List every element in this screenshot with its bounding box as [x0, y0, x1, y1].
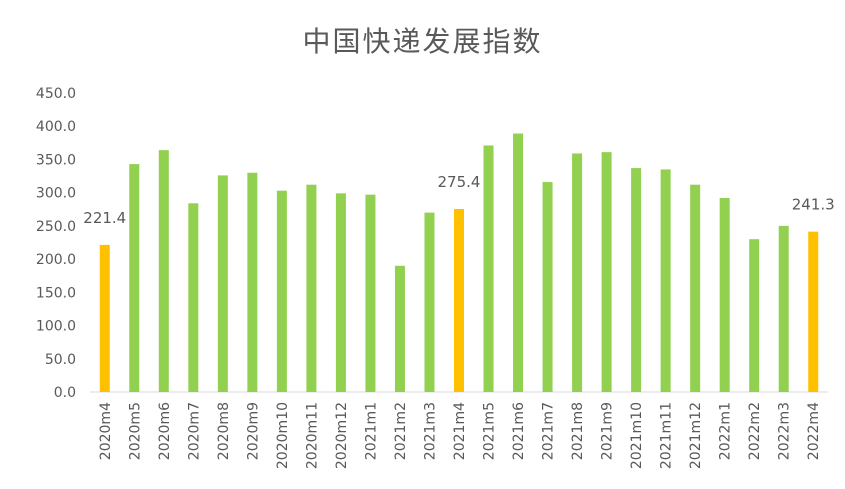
bar-2020m8 [217, 175, 228, 392]
data-label-2022m4: 241.3 [792, 196, 835, 214]
bar-2021m11 [660, 169, 671, 392]
bar-2021m5 [483, 145, 494, 392]
x-tick-label: 2021m8 [570, 402, 586, 460]
x-tick-label: 2021m10 [629, 402, 645, 469]
y-tick-label: 0.0 [54, 385, 76, 401]
bar-2021m7 [542, 182, 553, 392]
x-tick-label: 2020m11 [304, 402, 320, 469]
x-tick-label: 2021m11 [659, 402, 675, 469]
x-tick-label: 2021m4 [452, 402, 468, 460]
x-tick-label: 2020m5 [127, 402, 143, 460]
y-tick-label: 100.0 [36, 319, 76, 335]
x-tick-label: 2021m1 [363, 402, 379, 460]
x-tick-label: 2020m4 [98, 402, 114, 460]
bar-2020m10 [276, 190, 287, 392]
bar-2022m3 [778, 225, 789, 392]
bar-2020m6 [158, 150, 169, 392]
y-tick-label: 300.0 [36, 186, 76, 202]
x-tick-label: 2020m8 [216, 402, 232, 460]
bar-2021m3 [424, 212, 435, 392]
y-tick-label: 350.0 [36, 152, 76, 168]
bar-2021m4 [454, 209, 464, 392]
x-tick-label: 2022m4 [806, 402, 822, 460]
y-tick-label: 200.0 [36, 252, 76, 268]
x-tick-label: 2021m2 [393, 402, 409, 460]
x-tick-label: 2021m7 [541, 402, 557, 460]
x-tick-label: 2021m3 [422, 402, 438, 460]
x-tick-label: 2020m12 [334, 402, 350, 469]
y-tick-label: 150.0 [36, 285, 76, 301]
bar-2021m12 [690, 184, 701, 392]
x-tick-label: 2022m1 [718, 402, 734, 460]
y-tick-label: 400.0 [36, 119, 76, 135]
bar-2021m2 [394, 265, 405, 392]
bar-2020m5 [129, 164, 140, 392]
y-tick-label: 450.0 [36, 86, 76, 102]
bar-2021m6 [513, 133, 524, 392]
bar-2020m7 [188, 203, 199, 392]
bar-2020m4 [99, 244, 110, 392]
data-label-2020m4: 221.4 [83, 209, 126, 227]
bar-2022m4 [808, 231, 819, 392]
x-tick-label: 2020m7 [186, 402, 202, 460]
x-tick-label: 2021m9 [600, 402, 616, 460]
bar-2020m12 [335, 193, 346, 392]
bar-2021m10 [631, 168, 642, 392]
y-tick-label: 50.0 [45, 352, 76, 368]
bar-2020m9 [247, 172, 258, 392]
bar-2021m9 [601, 152, 612, 392]
x-tick-label: 2020m9 [245, 402, 261, 460]
x-tick-label: 2021m6 [511, 402, 527, 460]
x-tick-label: 2021m5 [482, 402, 498, 460]
chart-title: 中国快递发展指数 [302, 25, 543, 58]
bar-2022m2 [749, 239, 760, 392]
bar-2022m1 [719, 197, 730, 392]
bar-2021m1 [365, 194, 376, 392]
y-tick-label: 250.0 [36, 219, 76, 235]
bar-2020m11 [306, 184, 317, 392]
bar-2021m8 [572, 153, 583, 392]
x-tick-label: 2021m12 [688, 402, 704, 469]
x-tick-label: 2020m10 [275, 402, 291, 469]
x-tick-label: 2022m3 [777, 402, 793, 460]
x-tick-label: 2020m6 [157, 402, 173, 460]
x-tick-label: 2022m2 [747, 402, 763, 460]
data-label-2021m4: 275.4 [438, 173, 481, 191]
